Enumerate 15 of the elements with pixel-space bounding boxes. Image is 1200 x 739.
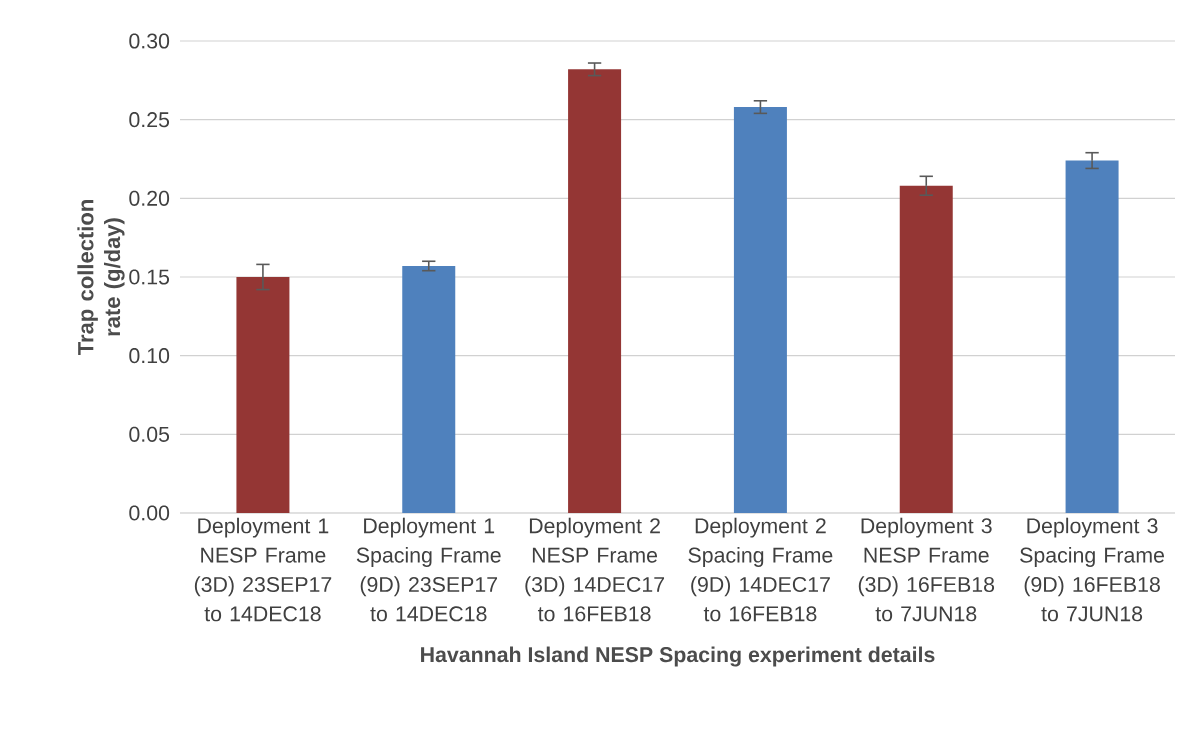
y-tick-label: 0.25 [129,112,170,128]
y-axis-title: Trap collection rate (g/day) [77,200,125,355]
x-tick-label: Deployment 2 Spacing Frame (9D) 14DEC17 to 16FEB18 [688,517,833,622]
x-tick-label: Deployment 3 NESP Frame (3D) 16FEB18 to 7JUN18 [858,517,995,622]
x-tick-label: Deployment 2 NESP Frame (3D) 14DEC17 to 16FEB18 [525,517,665,622]
x-axis-title: Havannah Island NESP Spacing experiment details [421,646,935,667]
y-tick-label: 0.20 [129,190,170,206]
x-tick-label: Deployment 1 Spacing Frame (9D) 23SEP17 to 14DEC18 [356,517,501,622]
y-tick-label: 0.05 [129,426,170,442]
y-tick-label: 0.00 [129,505,170,521]
x-tick-label: Deployment 3 Spacing Frame (9D) 16FEB18 to 7JUN18 [1020,517,1165,622]
y-tick-label: 0.30 [129,33,170,49]
y-tick-label: 0.10 [129,348,170,364]
y-tick-label: 0.15 [129,269,170,285]
x-tick-label: Deployment 1 NESP Frame (3D) 23SEP17 to 14DEC18 [194,517,332,622]
